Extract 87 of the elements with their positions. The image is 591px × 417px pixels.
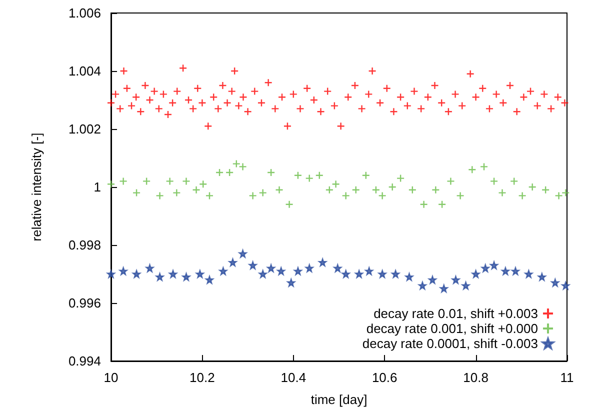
point (215, 168, 224, 177)
point (182, 177, 190, 186)
point (541, 186, 550, 194)
point (332, 180, 340, 188)
point (294, 171, 302, 180)
y-axis-title: relative intensity [-] (29, 132, 44, 242)
point (325, 186, 334, 194)
point (342, 192, 350, 200)
legend-label: decay rate 0.01, shift +0.003 (374, 306, 538, 321)
x-tick-label: 10.4 (280, 370, 306, 385)
point (305, 174, 314, 182)
point (480, 162, 488, 171)
point (156, 272, 164, 281)
point (285, 200, 294, 208)
point (528, 182, 536, 192)
point (248, 192, 257, 200)
point (438, 200, 446, 208)
point (119, 177, 128, 186)
x-tick-label: 10 (104, 370, 118, 385)
point (354, 270, 364, 278)
point (342, 270, 350, 278)
point (225, 168, 234, 177)
x-tick-label: 10.8 (463, 370, 488, 385)
point (428, 276, 437, 284)
point (396, 174, 405, 182)
point (172, 188, 181, 197)
point (388, 182, 396, 192)
point (258, 188, 267, 197)
point (196, 270, 204, 278)
point (275, 186, 284, 194)
point (352, 186, 360, 194)
point (456, 192, 464, 200)
point (378, 192, 386, 200)
point (490, 261, 498, 270)
point (408, 186, 417, 194)
point (228, 258, 237, 266)
y-tick-label: 1.004 (68, 64, 101, 78)
point (106, 270, 116, 278)
point (524, 270, 533, 278)
x-tick-label: 10.2 (190, 370, 215, 385)
y-tick-label: 0.998 (68, 238, 101, 252)
point (420, 200, 428, 208)
point (248, 261, 257, 270)
point (362, 171, 370, 180)
point (205, 276, 214, 284)
point (132, 270, 141, 278)
point (468, 166, 476, 174)
x-axis-title: time [day] (310, 392, 368, 407)
point (205, 192, 214, 200)
point (199, 180, 208, 188)
point (446, 177, 455, 186)
point (266, 168, 276, 177)
point (132, 188, 141, 197)
point (372, 186, 380, 194)
point (106, 180, 116, 188)
point (156, 192, 164, 200)
point (538, 272, 546, 281)
point (490, 177, 498, 186)
point (510, 177, 518, 186)
y-tick-label: 0.996 (68, 296, 101, 310)
point (378, 270, 386, 278)
y-tick-label: 1.002 (68, 122, 101, 136)
point (518, 192, 526, 200)
legend-label: decay rate 0.0001, shift -0.003 (362, 336, 538, 351)
y-tick-label: 1.006 (68, 6, 101, 20)
point (562, 188, 570, 197)
point (554, 192, 563, 200)
point (192, 186, 200, 194)
point (452, 276, 460, 284)
point (498, 188, 506, 197)
point (182, 272, 190, 281)
point (142, 177, 151, 186)
y-tick-label: 0.994 (68, 354, 101, 368)
point (318, 258, 327, 266)
point (166, 177, 174, 186)
point (391, 270, 400, 278)
y-tick-label: 1 (94, 180, 101, 194)
legend-label: decay rate 0.001, shift +0.000 (366, 321, 538, 336)
point (258, 270, 267, 278)
point (168, 270, 178, 278)
point (315, 171, 324, 180)
point (472, 270, 480, 278)
point (440, 284, 448, 293)
point (405, 272, 414, 281)
x-tick-label: 10.6 (372, 370, 398, 385)
x-tick-label: 11 (560, 370, 574, 385)
point (432, 186, 440, 194)
